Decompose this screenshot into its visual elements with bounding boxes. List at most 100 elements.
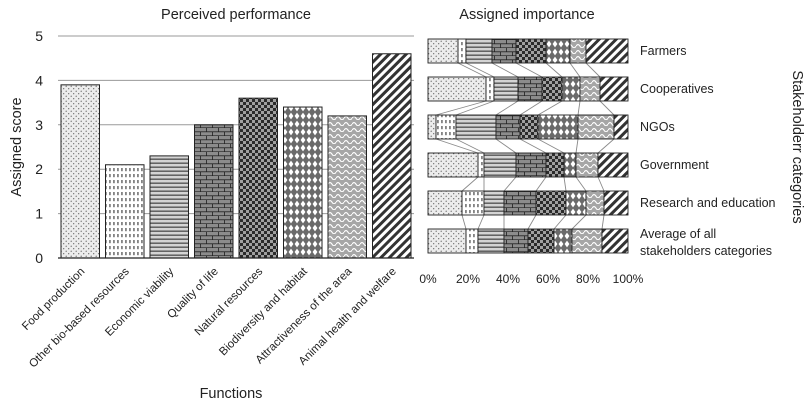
stacked-segment	[515, 152, 547, 178]
series-connector	[435, 100, 487, 116]
stacked-segment	[545, 38, 571, 64]
bar	[238, 97, 278, 259]
row-label: stakeholders categories	[640, 244, 772, 258]
stacked-segment	[585, 190, 605, 216]
stacked-segment	[585, 38, 629, 64]
bar	[149, 155, 189, 259]
stacked-segment	[537, 114, 579, 140]
stacked-segment	[519, 114, 539, 140]
stacked-segment	[493, 76, 519, 102]
left-x-axis-label: Functions	[200, 386, 263, 402]
x-tick-label: 0%	[419, 272, 437, 286]
right-chart-title: Assigned importance	[459, 7, 594, 23]
series-connector	[461, 214, 467, 230]
stacked-segment	[527, 228, 555, 254]
row-label: Government	[640, 158, 709, 172]
series-connector	[601, 214, 605, 230]
stacked-segment	[477, 228, 505, 254]
series-connector	[597, 176, 605, 192]
right-connector-lines	[435, 62, 615, 230]
stacked-segment	[427, 38, 459, 64]
bar	[327, 115, 367, 259]
right-x-tick-labels: 0% 20% 40% 60% 80% 100%	[419, 272, 643, 286]
series-connector	[597, 138, 615, 154]
series-connector	[461, 176, 479, 192]
series-connector	[537, 138, 565, 154]
row-label: Research and education	[640, 196, 776, 210]
stacked-segment	[613, 114, 629, 140]
series-connector	[503, 176, 517, 192]
stacked-segment	[503, 190, 537, 216]
right-row-labels: Farmers Cooperatives NGOs Government Researc…	[640, 44, 776, 258]
left-y-tick-labels: 0 1 2 3 4 5	[35, 28, 43, 266]
row-label: Cooperatives	[640, 82, 714, 96]
right-stacked-bars	[427, 38, 629, 254]
stacked-segment	[535, 190, 567, 216]
stacked-segment	[483, 152, 517, 178]
x-tick-label: 60%	[536, 272, 560, 286]
stacked-segment	[561, 76, 581, 102]
stacked-segment	[461, 190, 485, 216]
stacked-segment	[517, 76, 543, 102]
stacked-segment	[577, 114, 615, 140]
x-tick-label: Biodiversity and habitat	[217, 265, 310, 358]
series-connector	[455, 138, 485, 154]
series-connector	[495, 138, 517, 154]
series-connector	[435, 138, 479, 154]
stacked-segment	[565, 190, 587, 216]
stacked-segment	[427, 114, 437, 140]
stacked-segment	[541, 76, 563, 102]
stacked-segment	[495, 114, 521, 140]
y-tick-label: 3	[35, 117, 43, 133]
x-tick-label: Animal health and welfare	[297, 266, 399, 368]
series-connector	[575, 138, 579, 154]
x-tick-label: 80%	[576, 272, 600, 286]
bar	[194, 124, 234, 259]
series-connector	[495, 100, 519, 116]
stacked-segment	[575, 152, 599, 178]
stacked-segment	[477, 152, 485, 178]
row-label: Farmers	[640, 44, 687, 58]
stacked-segment	[491, 38, 517, 64]
stacked-segment	[465, 228, 479, 254]
stacked-segment	[435, 114, 457, 140]
stacked-segment	[599, 76, 629, 102]
row-label: Average of all	[640, 227, 716, 241]
x-tick-label: 40%	[496, 272, 520, 286]
series-connector	[527, 214, 537, 230]
series-connector	[537, 100, 563, 116]
stacked-segment	[553, 228, 573, 254]
stacked-segment	[427, 228, 467, 254]
series-connector	[519, 138, 547, 154]
stacked-segment	[465, 38, 493, 64]
series-connector	[515, 62, 543, 78]
series-connector	[455, 100, 495, 116]
series-connector	[457, 62, 487, 78]
series-connector	[465, 62, 495, 78]
left-chart-title: Perceived performance	[161, 7, 311, 23]
stacked-segment	[427, 190, 463, 216]
stacked-segment	[427, 152, 479, 178]
x-tick-label: 100%	[613, 272, 644, 286]
x-tick-label: 20%	[456, 272, 480, 286]
series-connector	[491, 62, 519, 78]
bar	[372, 53, 412, 259]
stacked-segment	[545, 152, 565, 178]
series-connector	[545, 62, 563, 78]
y-tick-label: 1	[35, 206, 43, 222]
stacked-segment	[569, 38, 587, 64]
series-connector	[599, 100, 615, 116]
stacked-segment	[515, 38, 547, 64]
bar	[283, 106, 323, 259]
bar	[105, 164, 145, 259]
stacked-segment	[579, 76, 601, 102]
series-connector	[477, 214, 485, 230]
stacked-segment	[597, 152, 629, 178]
stacked-segment	[427, 76, 487, 102]
left-y-axis-label: Assigned score	[9, 97, 25, 196]
stacked-segment	[457, 38, 467, 64]
left-bars	[60, 53, 412, 259]
stacked-segment	[571, 228, 603, 254]
series-connector	[569, 62, 581, 78]
